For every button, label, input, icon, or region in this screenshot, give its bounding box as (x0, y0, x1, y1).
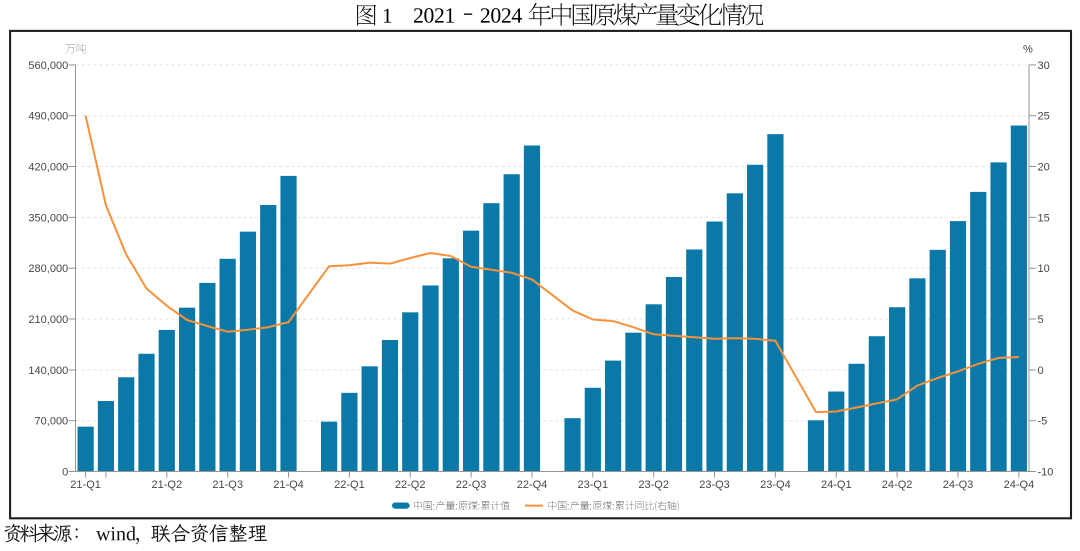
svg-text:560,000: 560,000 (28, 60, 68, 72)
svg-text:21-Q3: 21-Q3 (212, 479, 243, 491)
svg-text:-5: -5 (1038, 416, 1048, 428)
svg-text:350,000: 350,000 (28, 212, 68, 224)
svg-text:30: 30 (1038, 60, 1050, 72)
svg-text:23-Q3: 23-Q3 (699, 479, 730, 491)
svg-text:23-Q1: 23-Q1 (578, 479, 609, 491)
svg-text:23-Q2: 23-Q2 (638, 479, 669, 491)
svg-text:70,000: 70,000 (35, 416, 69, 428)
svg-text:22-Q2: 22-Q2 (395, 479, 426, 491)
svg-text:420,000: 420,000 (28, 161, 68, 173)
svg-text:-10: -10 (1038, 466, 1054, 478)
svg-text:15: 15 (1038, 212, 1050, 224)
svg-text:25: 25 (1038, 111, 1050, 123)
svg-text:20: 20 (1038, 161, 1050, 173)
svg-text:24-Q4: 24-Q4 (1004, 479, 1035, 491)
svg-text:21-Q1: 21-Q1 (70, 479, 101, 491)
svg-text:210,000: 210,000 (28, 314, 68, 326)
svg-text:10: 10 (1038, 263, 1050, 275)
svg-text:21-Q2: 21-Q2 (152, 479, 183, 491)
svg-text:0: 0 (62, 466, 68, 478)
svg-text:0: 0 (1038, 365, 1044, 377)
svg-text:24-Q3: 24-Q3 (943, 479, 974, 491)
svg-text:%: % (1023, 44, 1033, 56)
svg-text:140,000: 140,000 (28, 365, 68, 377)
svg-text:22-Q4: 22-Q4 (517, 479, 548, 491)
svg-text:5: 5 (1038, 314, 1044, 326)
svg-text:490,000: 490,000 (28, 111, 68, 123)
svg-text:22-Q3: 22-Q3 (456, 479, 487, 491)
svg-text:24-Q1: 24-Q1 (821, 479, 852, 491)
svg-text:24-Q2: 24-Q2 (882, 479, 913, 491)
svg-text:22-Q1: 22-Q1 (334, 479, 365, 491)
svg-text:280,000: 280,000 (28, 263, 68, 275)
svg-text:23-Q4: 23-Q4 (760, 479, 791, 491)
svg-text:21-Q4: 21-Q4 (273, 479, 304, 491)
